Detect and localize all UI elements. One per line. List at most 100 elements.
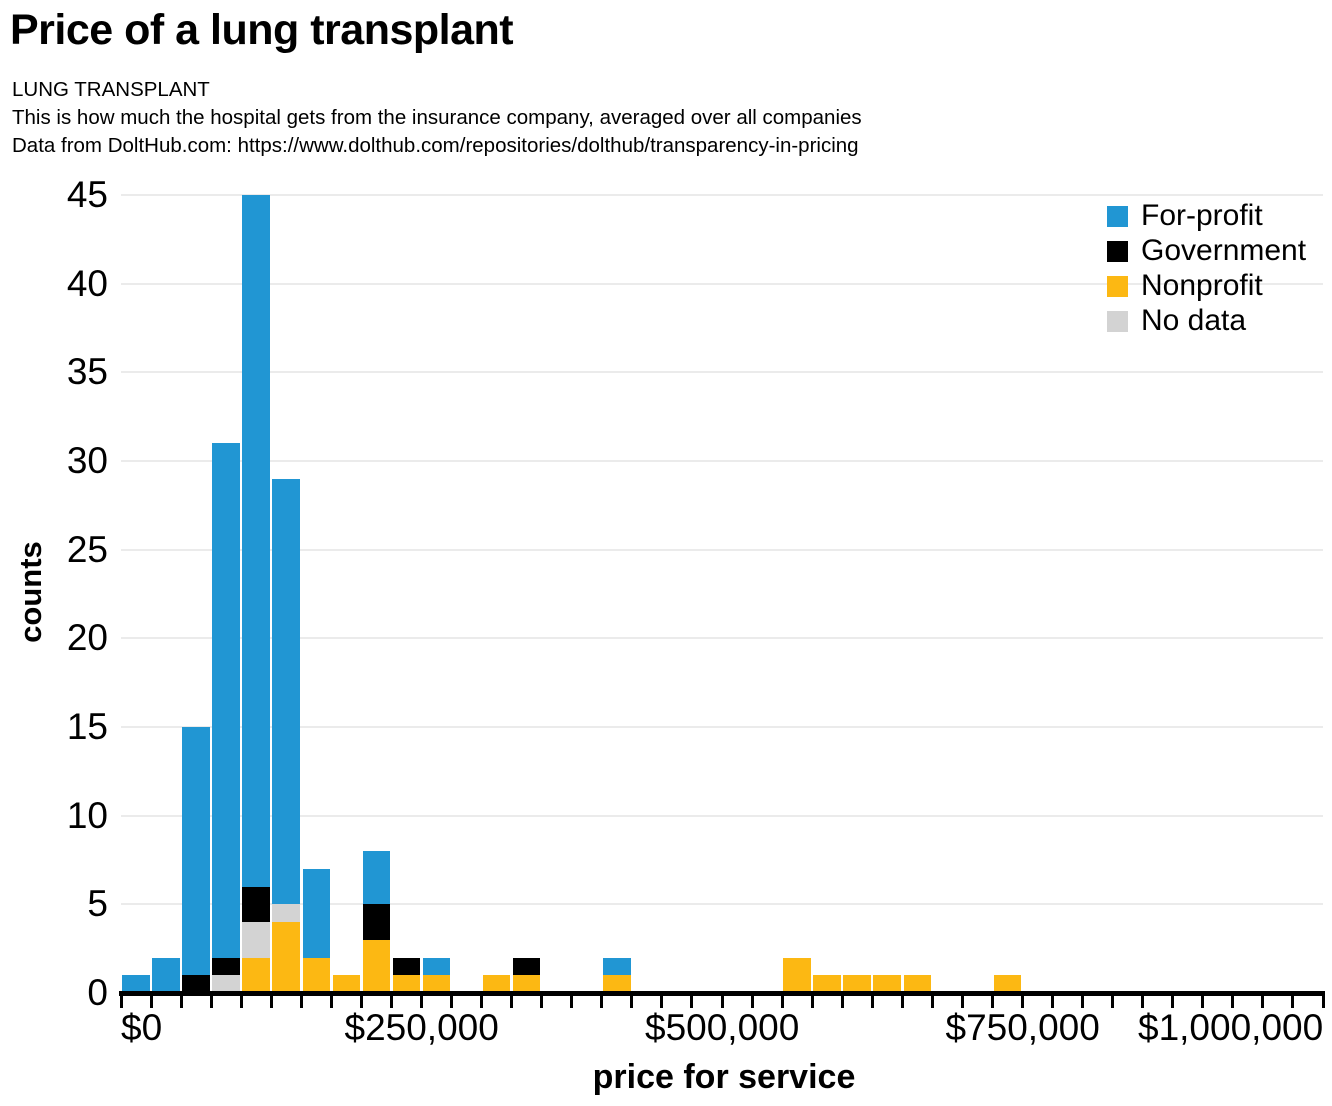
bar-segment-nonprofit xyxy=(843,975,872,993)
chart-subtitle-line-1: LUNG TRANSPLANT xyxy=(12,78,210,101)
x-tick xyxy=(720,996,724,1008)
x-tick xyxy=(930,996,934,1008)
x-tick xyxy=(209,996,213,1008)
y-tick-label: 15 xyxy=(66,706,108,747)
x-tick xyxy=(119,996,123,1008)
y-axis-title: counts xyxy=(13,541,48,643)
x-tick xyxy=(1141,996,1145,1008)
bar-segment-for-profit xyxy=(362,851,391,905)
x-tick-label: $1,000,000 xyxy=(1138,1007,1324,1048)
gridline-20 xyxy=(121,637,1323,640)
bar-segment-government xyxy=(182,975,210,993)
bar-segment-nonprofit xyxy=(302,957,331,993)
x-tick-label: $250,000 xyxy=(344,1007,499,1048)
chart-title: Price of a lung transplant xyxy=(10,6,514,54)
x-tick xyxy=(630,996,634,1008)
gridline-10 xyxy=(121,814,1323,817)
y-tick-label: 5 xyxy=(87,883,108,925)
x-tick xyxy=(480,996,484,1008)
bar-segment-nonprofit xyxy=(993,975,1022,993)
gridline-5 xyxy=(121,903,1323,906)
x-tick xyxy=(329,996,333,1008)
x-tick xyxy=(1321,996,1325,1008)
bar-segment-nonprofit xyxy=(512,975,541,993)
bar-segment-government xyxy=(212,957,240,976)
bar-segment-nonprofit xyxy=(603,975,631,993)
bar-segment-nonprofit xyxy=(392,975,421,993)
y-tick-label: 10 xyxy=(66,794,108,836)
y-tick-label: 30 xyxy=(66,440,108,481)
bar-segment-nonprofit xyxy=(272,922,301,993)
bar-segment-for-profit xyxy=(152,957,180,993)
bar-segment-for-profit xyxy=(182,727,210,976)
bar-segment-government xyxy=(512,957,541,976)
bar-segment-nonprofit xyxy=(332,975,361,993)
bar-segment-for-profit xyxy=(212,443,240,958)
x-tick xyxy=(540,996,544,1008)
x-tick xyxy=(239,996,243,1008)
gridline-25 xyxy=(121,548,1323,551)
x-axis-line xyxy=(119,991,1325,996)
bar-segment-no-data xyxy=(242,922,271,958)
x-tick xyxy=(1291,996,1295,1008)
bar-segment-for-profit xyxy=(422,957,451,976)
bar-segment-for-profit xyxy=(242,195,271,887)
bar-segment-government xyxy=(392,957,421,976)
x-tick xyxy=(810,996,814,1008)
legend-swatch-no-data xyxy=(1107,310,1128,332)
legend-label: Government xyxy=(1141,234,1307,267)
x-tick xyxy=(750,996,754,1008)
legend-item-no-data: No data xyxy=(1107,304,1247,337)
legend-label: No data xyxy=(1141,304,1247,337)
x-tick xyxy=(510,996,514,1008)
bar-segment-no-data xyxy=(272,904,301,923)
x-tick xyxy=(389,996,393,1008)
bar-segment-nonprofit xyxy=(903,975,932,993)
x-tick xyxy=(149,996,153,1008)
x-tick xyxy=(179,996,183,1008)
bar-segment-nonprofit xyxy=(873,975,902,993)
x-tick xyxy=(690,996,694,1008)
x-tick xyxy=(960,996,964,1008)
x-tick xyxy=(600,996,604,1008)
bar-segment-for-profit xyxy=(603,957,631,976)
x-tick xyxy=(870,996,874,1008)
chart-subtitle-line-2: This is how much the hospital gets from … xyxy=(12,106,862,129)
legend-item-nonprofit: Nonprofit xyxy=(1107,269,1263,302)
x-tick xyxy=(1171,996,1175,1008)
bar-segment-for-profit xyxy=(272,478,301,905)
x-tick xyxy=(990,996,994,1008)
bar-segment-nonprofit xyxy=(482,975,511,993)
bar-segment-for-profit xyxy=(122,975,150,993)
bar-segment-nonprofit xyxy=(783,957,811,993)
x-tick xyxy=(1231,996,1235,1008)
chart-subtitle-line-3: Data from DoltHub.com: https://www.dolth… xyxy=(12,134,859,157)
x-tick xyxy=(660,996,664,1008)
x-tick-label: $500,000 xyxy=(645,1007,800,1048)
x-tick xyxy=(1201,996,1205,1008)
bar-segment-nonprofit xyxy=(422,975,451,993)
x-tick xyxy=(420,996,423,1008)
bar-segment-for-profit xyxy=(302,868,331,958)
y-tick-label: 40 xyxy=(66,262,108,304)
x-tick xyxy=(450,996,454,1008)
y-tick-label: 20 xyxy=(66,617,108,659)
legend-swatch-government xyxy=(1107,240,1128,262)
x-tick xyxy=(1081,996,1085,1008)
legend-label: Nonprofit xyxy=(1141,269,1263,302)
x-tick xyxy=(1021,996,1024,1008)
x-tick xyxy=(359,996,363,1008)
x-axis-title: price for service xyxy=(592,1058,856,1096)
y-tick-label: 25 xyxy=(66,528,108,570)
gridline-35 xyxy=(121,371,1323,374)
legend-item-for-profit: For-profit xyxy=(1107,201,1263,231)
x-tick-label: $0 xyxy=(121,1007,163,1048)
x-tick xyxy=(840,996,844,1008)
x-tick xyxy=(780,996,784,1008)
legend-swatch-for-profit xyxy=(1107,205,1128,227)
x-tick xyxy=(1111,996,1115,1008)
bar-segment-government xyxy=(242,886,271,923)
y-tick-label: 45 xyxy=(66,174,108,215)
legend-item-government: Government xyxy=(1107,234,1307,267)
bar-segment-nonprofit xyxy=(362,939,391,993)
